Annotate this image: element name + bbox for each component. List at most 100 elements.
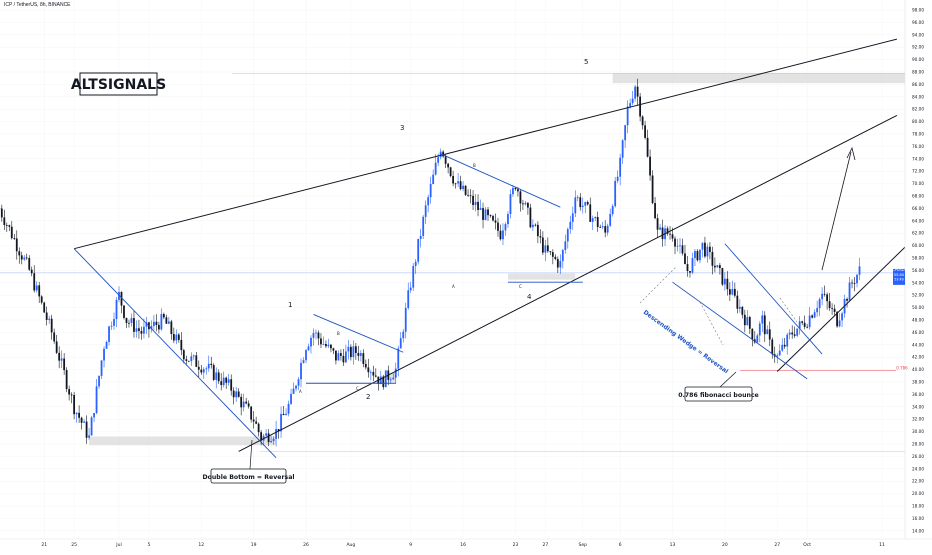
price-tick-label: 60.00: [912, 243, 924, 248]
candle-down: [245, 402, 247, 404]
time-tick-label: 21: [41, 542, 47, 548]
candle-down: [357, 353, 359, 356]
candle-up: [298, 379, 300, 385]
projection-arrow: [822, 152, 851, 270]
candle-up: [724, 279, 726, 285]
candle-up: [360, 353, 362, 356]
candle-down: [335, 351, 337, 361]
candle-up: [756, 335, 758, 342]
candle-down: [500, 231, 502, 239]
triangle1-a: A: [299, 389, 302, 394]
candle-down: [736, 296, 738, 309]
time-tick-label: 12: [198, 542, 204, 548]
candle-up: [385, 370, 387, 387]
current-price-symbol: ICPUSDT: [891, 268, 907, 272]
price-tick-label: 14.00: [912, 528, 924, 533]
candle-down: [81, 418, 83, 423]
candle-up: [786, 335, 788, 347]
candle-up: [634, 87, 636, 99]
candle-up: [410, 288, 412, 291]
candle-down: [534, 225, 536, 226]
candle-up: [505, 224, 507, 230]
candle-up: [796, 329, 798, 336]
price-tick-label: 92.00: [912, 45, 924, 50]
candle-down: [522, 203, 524, 204]
candle-down: [31, 270, 33, 274]
candle-down: [141, 331, 143, 334]
price-tick-label: 66.00: [912, 206, 924, 211]
candle-down: [372, 372, 374, 376]
candle-down: [637, 87, 639, 97]
candle-down: [539, 236, 541, 237]
time-tick-label: 6: [619, 542, 622, 548]
price-tick-label: 46.00: [912, 330, 924, 335]
candle-up: [223, 378, 225, 385]
time-tick-label: 20: [722, 542, 728, 548]
candle-down: [714, 266, 716, 268]
candle-up: [303, 360, 305, 363]
candle-up: [702, 243, 704, 250]
candle-down: [173, 334, 175, 340]
candle-up: [143, 327, 145, 334]
candle-up: [457, 181, 459, 183]
candle-down: [445, 156, 447, 163]
candle-down: [43, 303, 45, 313]
candle-up: [313, 333, 315, 338]
candle-down: [515, 188, 517, 189]
candle-down: [497, 223, 499, 231]
candle-down: [530, 208, 532, 228]
candle-down: [367, 367, 369, 372]
time-tick-label: 11: [879, 542, 885, 548]
wave-3-label: 3: [400, 124, 404, 132]
candle-down: [806, 327, 808, 328]
candle-down: [749, 317, 751, 329]
candle-down: [133, 318, 135, 332]
candle-down: [51, 319, 53, 333]
candle-up: [295, 386, 297, 389]
candle-up: [270, 441, 272, 442]
candle-down: [547, 245, 549, 251]
symbol-title: ICP / TetherUS, 8h, BINANCE: [4, 2, 71, 8]
time-tick-label: 16: [460, 542, 466, 548]
candle-down: [362, 353, 364, 364]
candle-up: [746, 317, 748, 325]
price-tick-label: 26.00: [912, 454, 924, 459]
candle-down: [689, 271, 691, 273]
candle-up: [594, 217, 596, 218]
candle-up: [462, 186, 464, 189]
candle-up: [781, 345, 783, 351]
candle-up: [228, 379, 230, 383]
wave-1-label: 1: [288, 301, 292, 309]
candle-down: [657, 218, 659, 229]
price-tick-label: 56.00: [912, 268, 924, 273]
candle-down: [33, 273, 35, 290]
candle-down: [318, 333, 320, 339]
candle-down: [709, 247, 711, 252]
candle-up: [659, 228, 661, 230]
candle-down: [662, 228, 664, 240]
candle-down: [557, 259, 559, 267]
candle-down: [53, 332, 55, 341]
candle-down: [13, 238, 15, 239]
candle-up: [694, 251, 696, 258]
candle-down: [672, 234, 674, 238]
candle-up: [347, 347, 349, 352]
candle-up: [153, 322, 155, 326]
time-tick-label: 25: [71, 542, 77, 548]
candle-down: [170, 321, 172, 334]
price-tick-label: 96.00: [912, 20, 924, 25]
candle-down: [537, 225, 539, 236]
candle-up: [525, 203, 527, 204]
candle-up: [841, 313, 843, 320]
double-bottom-text: Double Bottom = Reversal: [203, 474, 295, 481]
candle-down: [253, 420, 255, 422]
candle-down: [741, 307, 743, 315]
candle-down: [225, 378, 227, 383]
candle-down: [185, 359, 187, 361]
candle-down: [325, 344, 327, 346]
candle-up: [305, 350, 307, 360]
candle-down: [644, 125, 646, 138]
candle-down: [652, 175, 654, 203]
